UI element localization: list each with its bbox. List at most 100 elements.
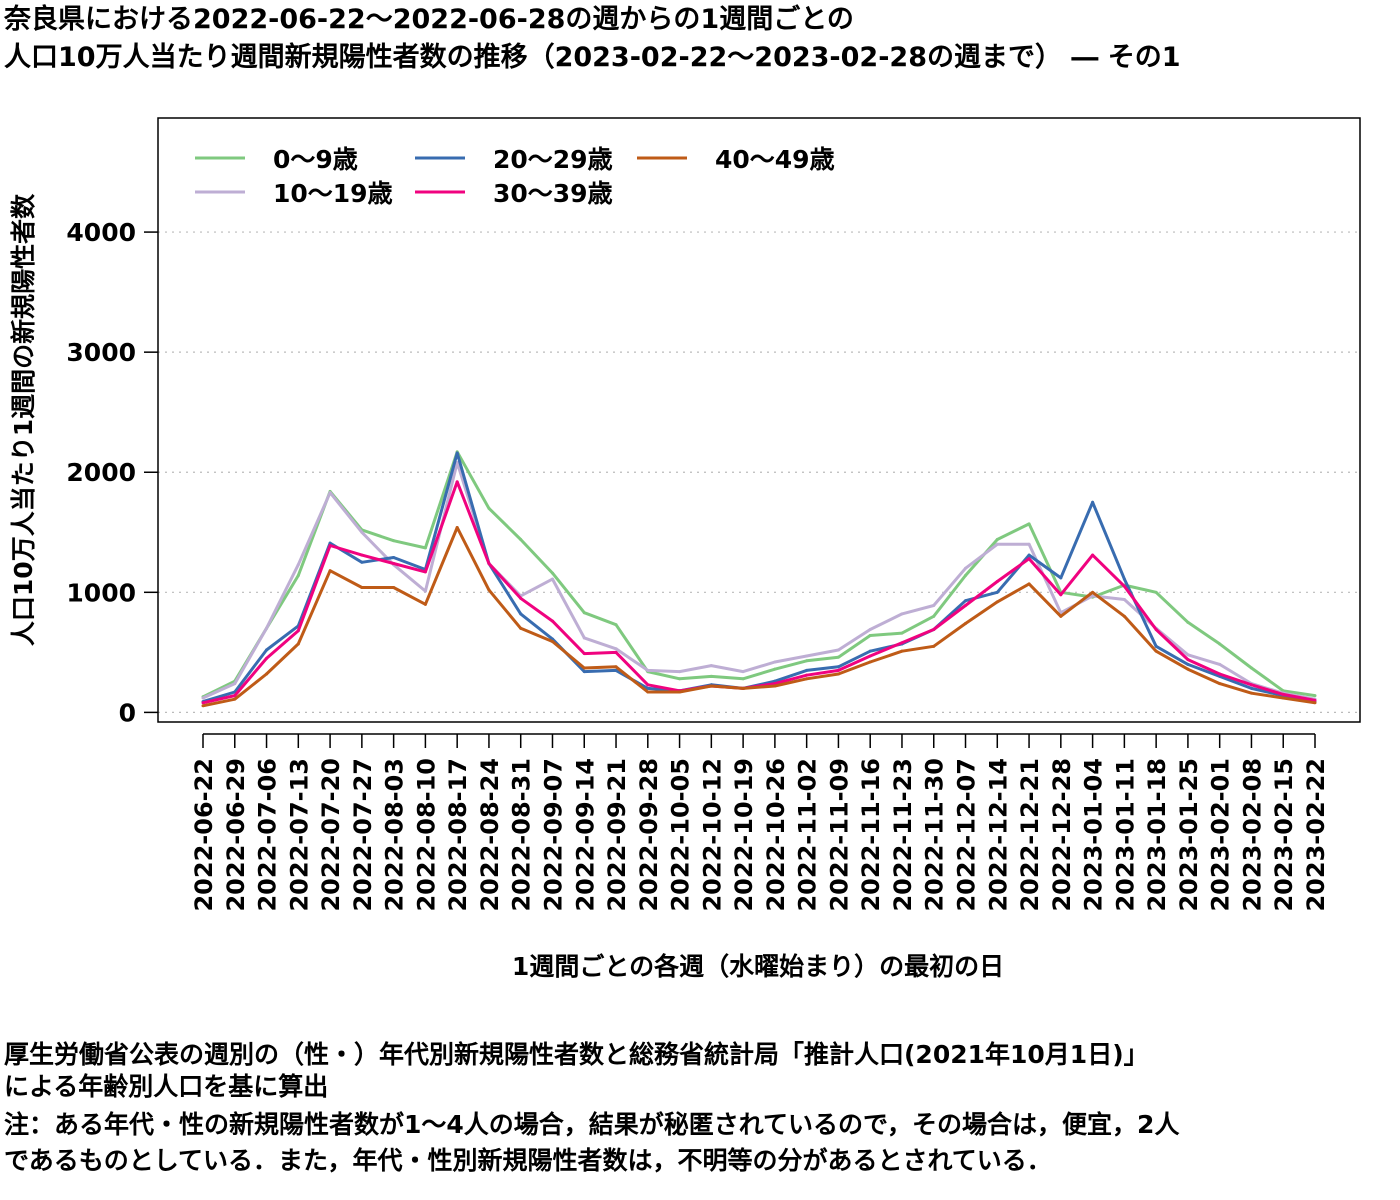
data-point [1249, 691, 1253, 695]
data-point [1186, 620, 1190, 624]
data-point [1027, 542, 1031, 546]
x-tick-label: 2022-10-26 [762, 758, 790, 912]
data-point [868, 660, 872, 664]
data-point [741, 677, 745, 681]
data-point [360, 560, 364, 564]
x-tick-label: 2023-01-04 [1080, 758, 1108, 912]
data-point [1091, 590, 1095, 594]
gridlines [158, 231, 1360, 713]
data-point [836, 655, 840, 659]
series-lines [201, 450, 1317, 708]
data-point [519, 537, 523, 541]
x-tick-label: 2022-08-10 [412, 758, 440, 912]
data-point [1313, 701, 1317, 705]
data-point [582, 611, 586, 615]
data-point [836, 668, 840, 672]
data-point [296, 629, 300, 633]
x-tick-label: 2022-11-16 [857, 758, 885, 912]
data-point [328, 491, 332, 495]
data-point [773, 660, 777, 664]
data-point [455, 461, 459, 465]
data-point [709, 674, 713, 678]
data-point [296, 642, 300, 646]
data-point [1059, 614, 1063, 618]
data-point [836, 648, 840, 652]
data-point [1249, 683, 1253, 687]
data-point [582, 636, 586, 640]
x-tick-label: 2022-10-12 [698, 758, 726, 912]
chart-title-line2: 人口10万人当たり週間新規陽性者数の推移（2023-02-22～2023-02-… [4, 42, 1181, 73]
data-point [1122, 584, 1126, 588]
y-axis-label: 人口10万人当たり1週間の新規陽性者数 [9, 193, 38, 646]
data-point [201, 704, 205, 708]
data-point [836, 665, 840, 669]
data-point [932, 604, 936, 608]
data-point [392, 539, 396, 543]
data-point [392, 555, 396, 559]
data-point [805, 654, 809, 658]
x-tick-label: 2022-11-09 [825, 758, 853, 912]
y-tick-label: 3000 [66, 338, 136, 367]
data-point [455, 451, 459, 455]
source-note-line1: 厚生労働省公表の週別の（性・）年代別新規陽性者数と総務省統計局「推計人口(202… [4, 1040, 1149, 1069]
data-point [646, 668, 650, 672]
data-point [360, 586, 364, 590]
plot-frame [157, 117, 1361, 723]
x-tick-label: 2022-12-21 [1016, 758, 1044, 912]
x-tick-label: 2022-12-07 [953, 758, 981, 912]
data-point [519, 612, 523, 616]
x-tick-label: 2022-06-29 [222, 758, 250, 912]
x-axis-label: 1週間ごとの各週（水曜始まり）の最初の日 [512, 952, 1004, 981]
series-line [202, 461, 1316, 701]
y-tick-label: 0 [119, 698, 136, 727]
data-point [1281, 696, 1285, 700]
x-tick-label: 2023-02-22 [1302, 758, 1330, 912]
series-line [202, 450, 1316, 699]
data-point [1091, 500, 1095, 504]
legend-label: 30～39歳 [493, 179, 613, 208]
x-tick-label: 2022-07-06 [254, 758, 282, 912]
data-point [1091, 594, 1095, 598]
data-point [455, 525, 459, 529]
data-point [519, 626, 523, 630]
data-point [1122, 598, 1126, 602]
y-axis: 0 1000 2000 3000 4000 [66, 218, 158, 727]
data-point [773, 667, 777, 671]
y-tick-label: 2000 [66, 458, 136, 487]
data-point [328, 543, 332, 547]
data-point [487, 561, 491, 565]
data-point [614, 650, 618, 654]
data-point [805, 673, 809, 677]
data-point [932, 644, 936, 648]
data-point [423, 546, 427, 550]
data-point [487, 506, 491, 510]
data-point [995, 590, 999, 594]
x-tick-label: 2022-07-27 [349, 758, 377, 912]
x-axis: 2022-06-22 2022-06-29 2022-07-06 2022-07-13… [190, 733, 1330, 912]
data-point [1186, 662, 1190, 666]
x-tick-label: 2022-09-21 [603, 758, 631, 912]
data-point [932, 614, 936, 618]
data-point [233, 682, 237, 686]
data-point [265, 648, 269, 652]
data-point [265, 626, 269, 630]
data-point [392, 561, 396, 565]
data-point [1154, 649, 1158, 653]
data-point [1281, 692, 1285, 696]
data-point [582, 666, 586, 670]
legend: 0～9歳 10～19歳 20～29歳 30～39歳 40～49歳 [195, 145, 835, 208]
data-point [868, 654, 872, 658]
x-tick-label: 2022-12-28 [1048, 758, 1076, 912]
data-point [1027, 522, 1031, 526]
data-point [964, 604, 968, 608]
data-point [265, 656, 269, 660]
data-point [1027, 582, 1031, 586]
legend-label: 10～19歳 [273, 179, 393, 208]
data-point [1154, 628, 1158, 632]
data-point [1249, 686, 1253, 690]
data-point [741, 686, 745, 690]
data-point [550, 640, 554, 644]
x-tick-label: 2022-07-13 [285, 758, 313, 912]
data-point [900, 631, 904, 635]
